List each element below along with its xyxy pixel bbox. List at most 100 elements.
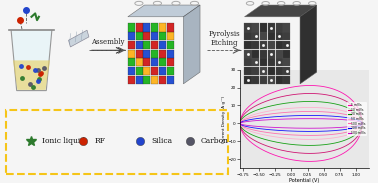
Bar (260, 76, 267, 84)
Bar (167, 41, 174, 49)
Polygon shape (11, 30, 52, 91)
Bar (284, 67, 290, 75)
Bar (143, 41, 150, 49)
Bar (167, 50, 174, 58)
Polygon shape (68, 30, 89, 47)
Bar (167, 23, 174, 31)
Bar (167, 76, 174, 84)
Bar (260, 50, 267, 58)
Bar (260, 67, 267, 75)
Bar (128, 76, 135, 84)
Bar (268, 76, 275, 84)
Bar (159, 23, 166, 31)
Bar (167, 67, 174, 75)
Bar (159, 41, 166, 49)
Bar (276, 50, 283, 58)
Bar (252, 67, 259, 75)
Bar (284, 41, 290, 49)
Bar (245, 58, 251, 66)
Bar (252, 58, 259, 66)
Bar (268, 58, 275, 66)
Bar (151, 67, 158, 75)
Bar (167, 58, 174, 66)
Bar (252, 50, 259, 58)
Bar (136, 32, 143, 40)
Bar (136, 23, 143, 31)
Bar (260, 23, 267, 31)
Text: Pyrolysis
Etching: Pyrolysis Etching (208, 30, 240, 47)
Bar (128, 32, 135, 40)
Bar (245, 41, 251, 49)
Polygon shape (128, 5, 200, 17)
Bar (136, 67, 143, 75)
Polygon shape (183, 5, 200, 84)
Bar (260, 32, 267, 40)
Bar (260, 58, 267, 66)
Bar (268, 41, 275, 49)
Bar (284, 32, 290, 40)
Bar (151, 32, 158, 40)
Bar (128, 58, 135, 66)
Bar (151, 58, 158, 66)
Bar (143, 23, 150, 31)
Bar (284, 58, 290, 66)
Bar (276, 76, 283, 84)
Text: Silica: Silica (151, 137, 172, 145)
Bar (245, 76, 251, 84)
Bar (143, 58, 150, 66)
Y-axis label: Current Density (A g⁻¹): Current Density (A g⁻¹) (222, 95, 226, 143)
Bar (276, 67, 283, 75)
Bar (245, 23, 251, 31)
Polygon shape (13, 60, 50, 90)
Bar (276, 23, 283, 31)
Bar (128, 41, 135, 49)
Bar (159, 76, 166, 84)
Bar (260, 41, 267, 49)
Bar (151, 50, 158, 58)
Text: Assembly: Assembly (91, 38, 124, 46)
Legend: 5 mV/s, 10 mV/s, 20 mV/s, 50 mV/s, 100 mV/s, 200 mV/s, 500 mV/s: 5 mV/s, 10 mV/s, 20 mV/s, 50 mV/s, 100 m… (347, 102, 367, 136)
Bar (284, 76, 290, 84)
Bar (136, 41, 143, 49)
Bar (276, 32, 283, 40)
Bar (136, 76, 143, 84)
X-axis label: Potential (V): Potential (V) (289, 178, 319, 183)
Bar (268, 23, 275, 31)
Text: Carbon: Carbon (201, 137, 229, 145)
Bar (268, 50, 275, 58)
Bar (143, 76, 150, 84)
Bar (159, 50, 166, 58)
Bar (252, 32, 259, 40)
Bar (136, 58, 143, 66)
Bar (167, 32, 174, 40)
Bar (268, 67, 275, 75)
Bar (245, 67, 251, 75)
Text: Ionic liquid: Ionic liquid (42, 137, 85, 145)
Bar (276, 58, 283, 66)
Bar (159, 67, 166, 75)
Bar (151, 76, 158, 84)
Bar (128, 50, 135, 58)
Bar (284, 50, 290, 58)
Bar (151, 41, 158, 49)
Bar (128, 23, 135, 31)
Bar (252, 76, 259, 84)
Bar (136, 50, 143, 58)
Bar (143, 67, 150, 75)
Polygon shape (300, 5, 317, 84)
Text: RF: RF (94, 137, 105, 145)
Bar (245, 50, 251, 58)
Bar (252, 41, 259, 49)
Bar (276, 41, 283, 49)
Bar (284, 23, 290, 31)
Bar (268, 32, 275, 40)
Bar (143, 50, 150, 58)
Bar (252, 23, 259, 31)
Bar (143, 32, 150, 40)
Bar (159, 32, 166, 40)
Bar (159, 58, 166, 66)
Bar (151, 23, 158, 31)
Bar (128, 67, 135, 75)
Bar (245, 32, 251, 40)
Polygon shape (245, 5, 317, 17)
